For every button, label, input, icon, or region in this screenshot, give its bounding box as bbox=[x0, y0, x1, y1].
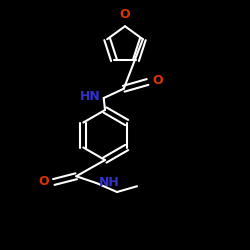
Text: HN: HN bbox=[80, 90, 101, 103]
Text: NH: NH bbox=[99, 176, 120, 189]
Text: O: O bbox=[152, 74, 163, 87]
Text: O: O bbox=[120, 8, 130, 21]
Text: O: O bbox=[38, 175, 49, 188]
